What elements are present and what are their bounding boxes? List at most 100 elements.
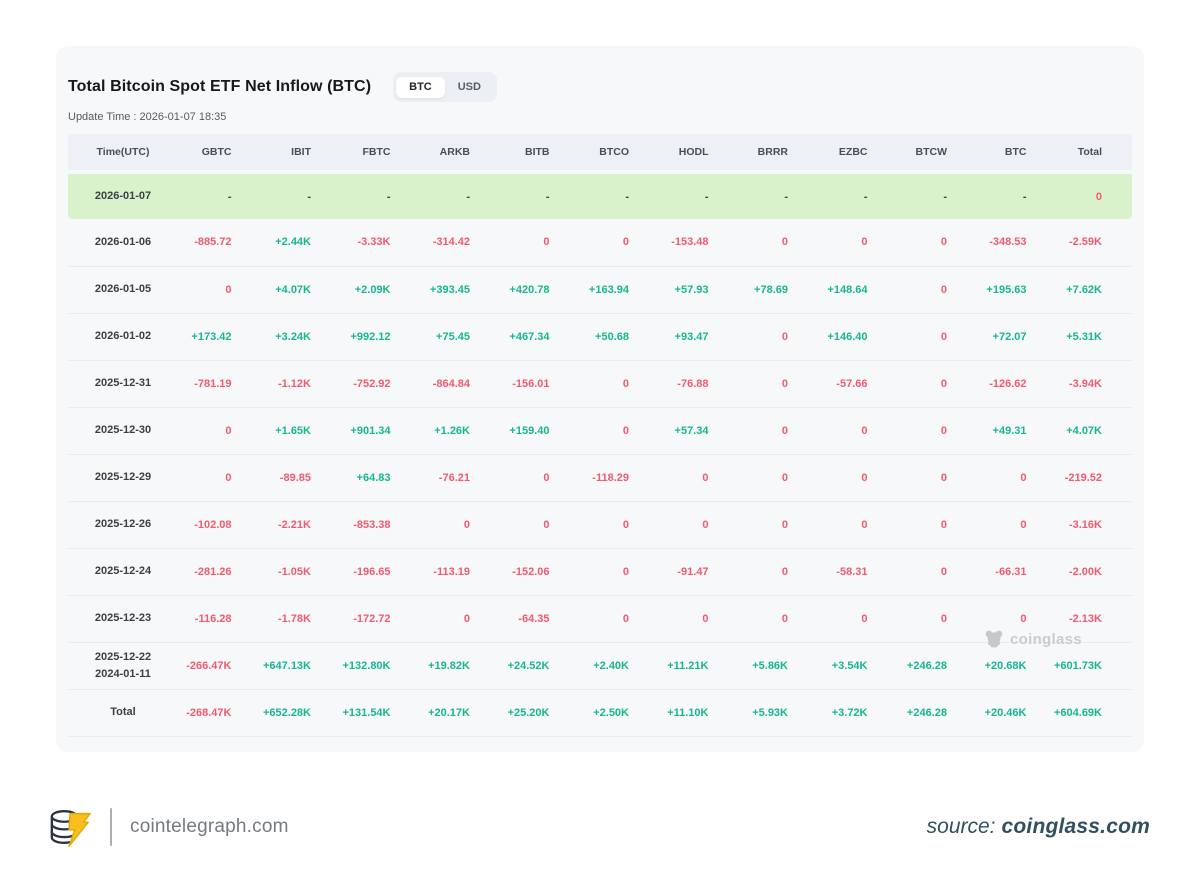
value-cell: -1.12K bbox=[257, 360, 337, 408]
value-cell: -348.53 bbox=[973, 219, 1053, 267]
update-time: Update Time : 2026-01-07 18:35 bbox=[68, 111, 227, 123]
value-cell: +7.62K bbox=[1052, 266, 1132, 314]
value-cell: -89.85 bbox=[257, 454, 337, 502]
value-cell: +19.82K bbox=[416, 642, 496, 690]
value-cell: -102.08 bbox=[178, 501, 258, 549]
value-cell: -2.00K bbox=[1052, 548, 1132, 596]
value-cell: +246.28 bbox=[893, 689, 973, 737]
value-cell: +647.13K bbox=[257, 642, 337, 690]
value-cell: -156.01 bbox=[496, 360, 576, 408]
table-header-row: Time(UTC) GBTC IBIT FBTC ARKB BITB BTCO HODL BRR… bbox=[68, 134, 1132, 172]
value-cell: - bbox=[734, 170, 814, 219]
time-cell: 2025-12-29 bbox=[68, 454, 178, 502]
value-cell: 0 bbox=[416, 595, 496, 643]
value-cell: 0 bbox=[814, 501, 894, 549]
value-cell: +146.40 bbox=[814, 313, 894, 361]
value-cell: +24.52K bbox=[496, 642, 576, 690]
toggle-usd-button[interactable]: USD bbox=[445, 77, 494, 98]
value-cell: +78.69 bbox=[734, 266, 814, 314]
time-cell: 2026-01-07 bbox=[68, 170, 178, 219]
value-cell: 0 bbox=[178, 407, 258, 455]
value-cell: +25.20K bbox=[496, 689, 576, 737]
value-cell: -2.21K bbox=[257, 501, 337, 549]
column-header-bitb: BITB bbox=[496, 134, 576, 172]
value-cell: +64.83 bbox=[337, 454, 417, 502]
value-cell: +11.10K bbox=[655, 689, 735, 737]
column-header-ezbc: EZBC bbox=[814, 134, 894, 172]
value-cell: 0 bbox=[575, 360, 655, 408]
etf-netflow-card: Total Bitcoin Spot ETF Net Inflow (BTC) … bbox=[56, 46, 1144, 752]
value-cell: 0 bbox=[575, 548, 655, 596]
value-cell: -113.19 bbox=[416, 548, 496, 596]
value-cell: 0 bbox=[655, 595, 735, 643]
value-cell: +11.21K bbox=[655, 642, 735, 690]
time-cell: 2025-12-22 2024-01-11 bbox=[68, 642, 178, 690]
value-cell: +195.63 bbox=[973, 266, 1053, 314]
column-header-total: Total bbox=[1052, 134, 1132, 172]
value-cell: 0 bbox=[893, 454, 973, 502]
value-cell: 0 bbox=[734, 454, 814, 502]
table-row: 2025-12-23 -116.28 -1.78K -172.72 0 -64.35 0 0 0… bbox=[68, 595, 1132, 643]
value-cell: 0 bbox=[814, 219, 894, 267]
value-cell: -219.52 bbox=[1052, 454, 1132, 502]
value-cell: -1.78K bbox=[257, 595, 337, 643]
value-cell: +2.09K bbox=[337, 266, 417, 314]
value-cell: 0 bbox=[893, 501, 973, 549]
value-cell: 0 bbox=[814, 407, 894, 455]
value-cell: +420.78 bbox=[496, 266, 576, 314]
time-cell: 2025-12-24 bbox=[68, 548, 178, 596]
value-cell: -91.47 bbox=[655, 548, 735, 596]
value-cell: +75.45 bbox=[416, 313, 496, 361]
etf-netflow-table: Time(UTC) GBTC IBIT FBTC ARKB BITB BTCO HODL BRR… bbox=[68, 134, 1132, 737]
table-row: 2026-01-02 +173.42 +3.24K +992.12 +75.45 +467… bbox=[68, 313, 1132, 361]
column-header-gbtc: GBTC bbox=[178, 134, 258, 172]
value-cell: 0 bbox=[893, 313, 973, 361]
value-cell: - bbox=[257, 170, 337, 219]
value-cell: 0 bbox=[814, 454, 894, 502]
unit-toggle: BTC USD bbox=[393, 72, 497, 102]
value-cell: +1.65K bbox=[257, 407, 337, 455]
value-cell: -66.31 bbox=[973, 548, 1053, 596]
source-domain: coinglass.com bbox=[1001, 815, 1150, 838]
value-cell: +3.54K bbox=[814, 642, 894, 690]
time-cell: 2025-12-30 bbox=[68, 407, 178, 455]
table-row: 2026-01-06 -885.72 +2.44K -3.33K -314.42 0 0 -1… bbox=[68, 219, 1132, 267]
value-cell: -153.48 bbox=[655, 219, 735, 267]
value-cell: 0 bbox=[893, 548, 973, 596]
time-cell: 2026-01-05 bbox=[68, 266, 178, 314]
toggle-btc-button[interactable]: BTC bbox=[396, 76, 445, 98]
value-cell: +159.40 bbox=[496, 407, 576, 455]
value-cell: +5.93K bbox=[734, 689, 814, 737]
value-cell: +3.72K bbox=[814, 689, 894, 737]
table-row: Total -268.47K +652.28K +131.54K +20.17K +25.… bbox=[68, 689, 1132, 737]
table-row: 2025-12-22 2024-01-11 -266.47K +647.13K +13… bbox=[68, 642, 1132, 690]
value-cell: 0 bbox=[575, 501, 655, 549]
value-cell: 0 bbox=[496, 219, 576, 267]
value-cell: 0 bbox=[1052, 170, 1132, 219]
brand-domain: cointelegraph.com bbox=[130, 816, 289, 837]
value-cell: +393.45 bbox=[416, 266, 496, 314]
value-cell: 0 bbox=[178, 266, 258, 314]
value-cell: -268.47K bbox=[178, 689, 258, 737]
time-cell: 2025-12-31 bbox=[68, 360, 178, 408]
value-cell: - bbox=[655, 170, 735, 219]
value-cell: +57.93 bbox=[655, 266, 735, 314]
table-row: 2026-01-07- - - - - - - - - - -0 bbox=[68, 170, 1132, 219]
time-cell: 2025-12-23 bbox=[68, 595, 178, 643]
value-cell: - bbox=[575, 170, 655, 219]
value-cell: 0 bbox=[893, 360, 973, 408]
value-cell: 0 bbox=[734, 501, 814, 549]
value-cell: -885.72 bbox=[178, 219, 258, 267]
time-cell: Total bbox=[68, 689, 178, 737]
value-cell: -116.28 bbox=[178, 595, 258, 643]
value-cell: 0 bbox=[575, 219, 655, 267]
table-row: 2025-12-26 -102.08 -2.21K -853.38 0 0 0 0 0 0 0 0 -3… bbox=[68, 501, 1132, 549]
card-header: Total Bitcoin Spot ETF Net Inflow (BTC) … bbox=[68, 72, 1132, 102]
value-cell: 0 bbox=[178, 454, 258, 502]
value-cell: -172.72 bbox=[337, 595, 417, 643]
value-cell: +131.54K bbox=[337, 689, 417, 737]
value-cell: - bbox=[496, 170, 576, 219]
value-cell: -57.66 bbox=[814, 360, 894, 408]
value-cell: 0 bbox=[734, 407, 814, 455]
value-cell: -3.16K bbox=[1052, 501, 1132, 549]
